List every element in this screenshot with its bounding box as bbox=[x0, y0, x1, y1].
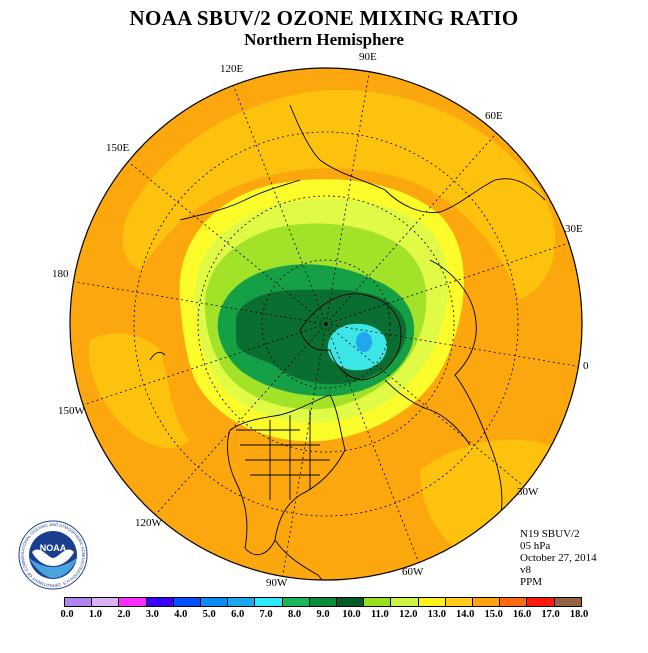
colorbar-swatch-6 bbox=[228, 598, 256, 606]
colorbar-swatch-11 bbox=[364, 598, 392, 606]
info-version: v8 bbox=[520, 564, 531, 576]
lon-label-30e: 30E bbox=[565, 223, 583, 235]
colorbar-swatch-9 bbox=[309, 598, 338, 606]
lon-label-60e: 60E bbox=[485, 110, 503, 122]
ozone-fill-13-band bbox=[122, 89, 556, 300]
colorbar-tick-label: 18.0 bbox=[569, 609, 589, 620]
ozone-fill-13-band-3 bbox=[420, 439, 560, 560]
colorbar-swatch-8 bbox=[282, 598, 310, 606]
colorbar-tick-label: 2.0 bbox=[117, 609, 131, 620]
colorbar-swatch-13 bbox=[418, 598, 446, 606]
colorbar-tick-label: 8.0 bbox=[287, 609, 302, 620]
colorbar-swatch-10 bbox=[337, 598, 365, 606]
lon-label-90w: 90W bbox=[266, 577, 288, 589]
colorbar-swatch-2 bbox=[119, 598, 147, 606]
colorbar-tick-label: 12.0 bbox=[399, 609, 418, 620]
colorbar-swatch-16 bbox=[500, 598, 528, 606]
page-title: NOAA SBUV/2 OZONE MIXING RATIO bbox=[129, 6, 519, 30]
ozone-fill-13-band-2 bbox=[88, 333, 190, 449]
colorbar-swatch-17 bbox=[527, 598, 555, 606]
lon-label-150w: 150W bbox=[58, 405, 85, 417]
colorbar-swatch-15 bbox=[473, 598, 501, 606]
colorbar bbox=[64, 597, 582, 607]
globe-outline bbox=[69, 67, 583, 581]
colorbar-tick-label: 1.0 bbox=[88, 609, 102, 620]
colorbar-tick-label: 9.0 bbox=[316, 609, 330, 620]
page-subtitle: Northern Hemisphere bbox=[244, 30, 404, 49]
colorbar-tick-label: 5.0 bbox=[202, 609, 216, 620]
lon-label-120w: 120W bbox=[135, 517, 162, 529]
noaa-logo-text: NOAA bbox=[40, 543, 67, 553]
coastlines bbox=[149, 104, 546, 580]
colorbar-tick-label: 17.0 bbox=[541, 609, 560, 620]
colorbar-tick-label: 7.0 bbox=[259, 609, 273, 620]
colorbar-tick-label: 11.0 bbox=[370, 609, 389, 620]
colorbar-swatch-7 bbox=[255, 598, 283, 606]
colorbar-swatch-18 bbox=[554, 598, 581, 606]
colorbar-tick-label: 3.0 bbox=[145, 609, 159, 620]
colorbar-tick-label: 13.0 bbox=[427, 609, 446, 620]
info-units: PPM bbox=[520, 576, 543, 588]
colorbar-ticks: 0.0 1.0 2.0 3.0 4.0 5.0 6.0 7.0 8.0 9.0 10.0 11.0 12… bbox=[0, 609, 648, 623]
colorbar-tick-label: 15.0 bbox=[484, 609, 503, 620]
colorbar-swatch-3 bbox=[146, 598, 174, 606]
ozone-fill-7 bbox=[356, 332, 372, 352]
colorbar-swatch-14 bbox=[445, 598, 474, 606]
colorbar-swatch-5 bbox=[201, 598, 229, 606]
lon-label-60w: 60W bbox=[402, 566, 424, 578]
colorbar-tick-label: 6.0 bbox=[231, 609, 245, 620]
colorbar-swatch-4 bbox=[173, 598, 202, 606]
noaa-logo: NOAA NATIONAL OCEANIC AND ATMOSPHERIC AD… bbox=[18, 520, 88, 590]
colorbar-tick-label: 4.0 bbox=[174, 609, 188, 620]
colorbar-swatch-1 bbox=[92, 598, 120, 606]
lon-label-90e: 90E bbox=[359, 51, 377, 63]
colorbar-tick-label: 0.0 bbox=[60, 609, 74, 620]
lon-label-0: 0 bbox=[583, 360, 589, 372]
graticule bbox=[70, 68, 582, 580]
colorbar-swatch-12 bbox=[391, 598, 419, 606]
colorbar-tick-label: 16.0 bbox=[512, 609, 532, 620]
info-instrument: N19 SBUV/2 bbox=[520, 528, 580, 540]
lon-label-150e: 150E bbox=[106, 142, 130, 154]
info-date: October 27, 2014 bbox=[520, 552, 597, 564]
lon-label-180: 180 bbox=[52, 268, 69, 280]
lon-label-30w: 30W bbox=[517, 486, 539, 498]
info-pressure: 05 hPa bbox=[520, 540, 551, 552]
colorbar-tick-label: 10.0 bbox=[342, 609, 361, 620]
lon-label-120e: 120E bbox=[220, 63, 244, 75]
colorbar-tick-label: 14.0 bbox=[456, 609, 475, 620]
colorbar-swatch-0 bbox=[65, 598, 93, 606]
